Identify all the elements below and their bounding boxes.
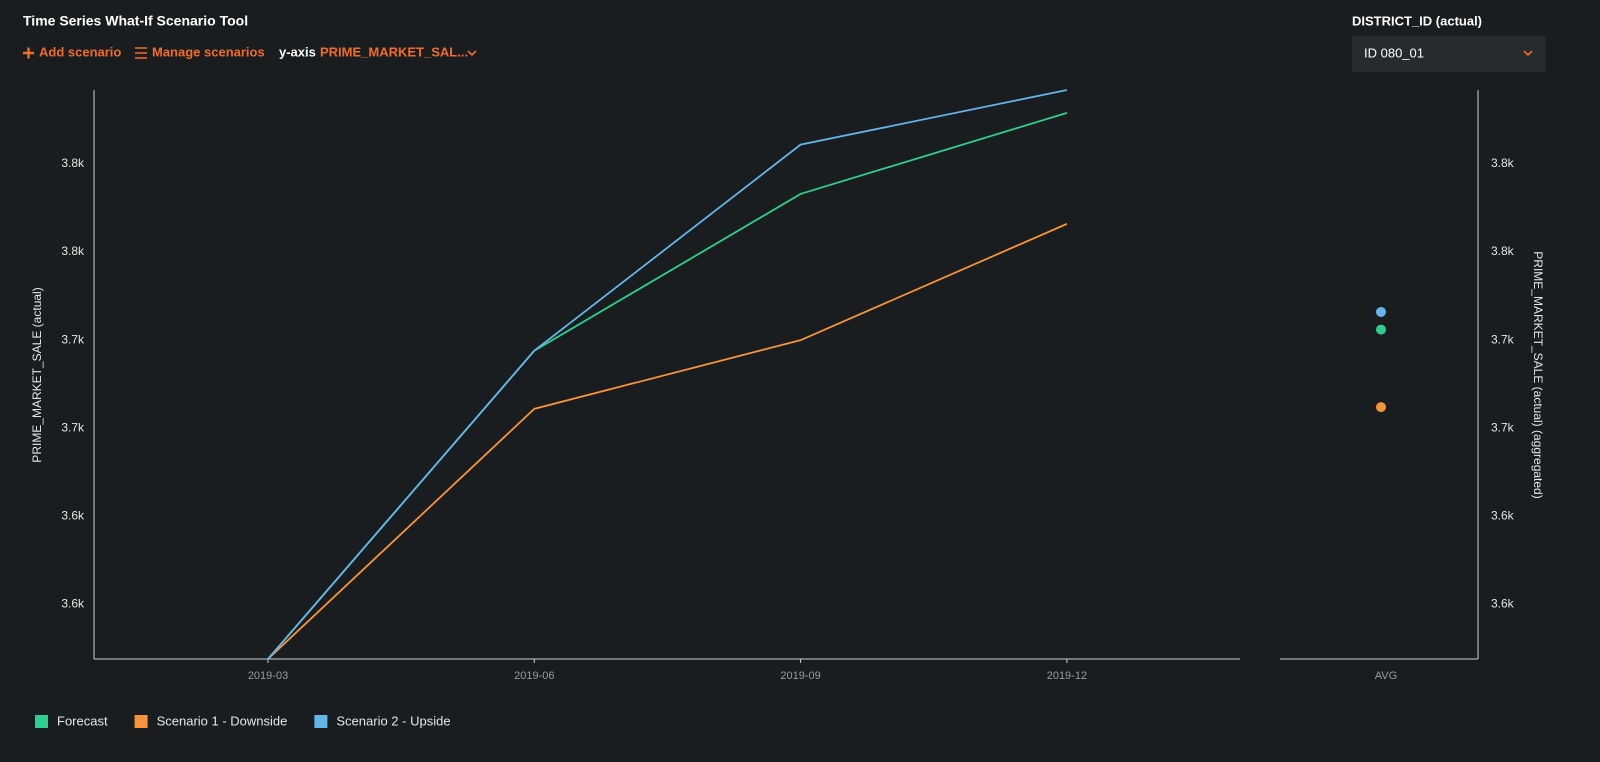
y2-tick-label: 3.6k <box>1491 597 1515 611</box>
avg-dot <box>1376 402 1386 413</box>
y2-tick-label: 3.8k <box>1491 244 1515 258</box>
y2-tick-label: 3.6k <box>1491 508 1515 522</box>
series-line <box>267 89 1068 660</box>
y2-tick-label: 3.8k <box>1491 156 1515 170</box>
legend-label[interactable]: Scenario 2 - Upside <box>336 713 450 728</box>
y-tick-label: 3.6k <box>61 597 85 611</box>
y-tick-label: 3.8k <box>61 244 85 258</box>
legend-label[interactable]: Forecast <box>57 713 108 728</box>
y2-tick-label: 3.7k <box>1491 332 1515 346</box>
y2-axis-title: PRIME_MARKET_SALE (actual) (aggregated) <box>1531 251 1545 498</box>
manage-scenarios[interactable]: Manage scenarios <box>152 44 265 59</box>
x-tick-label: 2019-12 <box>1047 670 1087 682</box>
y-tick-label: 3.6k <box>61 508 85 522</box>
filter-dropdown[interactable] <box>1352 36 1546 72</box>
legend-swatch <box>134 715 148 728</box>
avg-label: AVG <box>1375 670 1397 682</box>
filter-label: DISTRICT_ID (actual) <box>1352 13 1482 28</box>
legend-swatch <box>314 715 328 728</box>
avg-dot <box>1376 324 1386 335</box>
y2-tick-label: 3.7k <box>1491 420 1515 434</box>
avg-dot <box>1376 306 1386 317</box>
y-axis-label: y-axis <box>279 44 316 59</box>
chevron <box>467 50 477 57</box>
y-tick-label: 3.7k <box>61 332 85 346</box>
sliders-icon <box>135 47 147 59</box>
legend-swatch <box>35 715 48 728</box>
y-tick-label: 3.8k <box>61 156 85 170</box>
title: Time Series What-If Scenario Tool <box>23 13 248 29</box>
legend-label[interactable]: Scenario 1 - Downside <box>157 713 288 728</box>
add-scenario[interactable]: Add scenario <box>39 44 121 59</box>
x-tick-label: 2019-09 <box>780 670 820 682</box>
x-tick-label: 2019-03 <box>248 670 288 682</box>
chevron <box>1523 50 1533 57</box>
x-tick-label: 2019-06 <box>514 670 554 682</box>
y-tick-label: 3.7k <box>61 420 85 434</box>
filter-value: ID 080_01 <box>1364 45 1424 60</box>
y-axis-select[interactable]: PRIME_MARKET_SAL... <box>320 44 468 59</box>
plus-icon <box>23 47 34 59</box>
y-axis-title: PRIME_MARKET_SALE (actual) <box>30 287 44 462</box>
series-line <box>267 223 1068 660</box>
